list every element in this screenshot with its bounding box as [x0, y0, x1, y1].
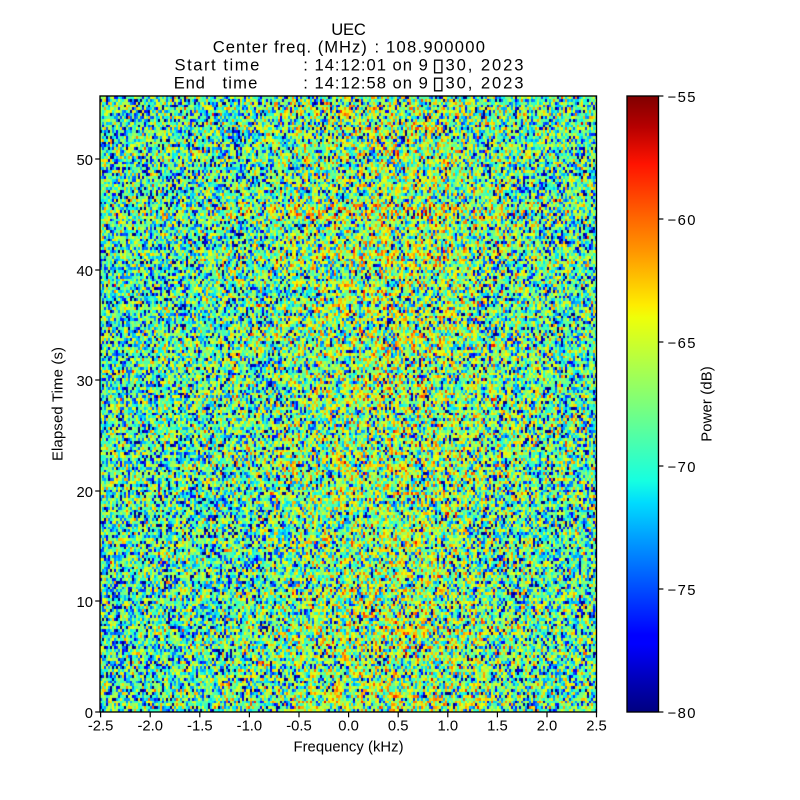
svg-text:2.0: 2.0: [537, 718, 558, 734]
svg-text::: :: [375, 38, 380, 57]
svg-text:UEC: UEC: [331, 20, 366, 39]
svg-text:1.0: 1.0: [438, 718, 459, 734]
svg-text:40: 40: [77, 264, 93, 280]
svg-text:-2.0: -2.0: [137, 718, 163, 734]
svg-text:30, 2023: 30, 2023: [446, 56, 524, 75]
svg-text:108.900000: 108.900000: [386, 38, 485, 57]
svg-text:2.5: 2.5: [586, 718, 607, 734]
svg-text:−60: −60: [668, 213, 696, 229]
svg-text:0: 0: [85, 706, 93, 722]
svg-text:−75: −75: [668, 583, 696, 599]
svg-text:Start time: Start time: [175, 56, 260, 75]
svg-text:−70: −70: [668, 460, 696, 476]
svg-text:: 14:12:01 on 9: : 14:12:01 on 9: [303, 56, 428, 75]
svg-text:-0.5: -0.5: [286, 718, 312, 734]
svg-text:-2.5: -2.5: [88, 718, 114, 734]
svg-text:Center freq. (MHz): Center freq. (MHz): [213, 38, 367, 57]
svg-text:10: 10: [77, 595, 93, 611]
svg-text:20: 20: [77, 485, 93, 501]
svg-text:End: End: [174, 74, 205, 93]
svg-text:30: 30: [77, 374, 93, 390]
svg-text:Frequency (kHz): Frequency (kHz): [294, 740, 404, 756]
svg-text:: 14:12:58 on 9: : 14:12:58 on 9: [303, 74, 428, 93]
svg-text:1.5: 1.5: [487, 718, 508, 734]
svg-text:-1.5: -1.5: [187, 718, 213, 734]
svg-text:50: 50: [77, 153, 93, 169]
svg-text:0.0: 0.0: [338, 718, 359, 734]
svg-text:Power (dB): Power (dB): [700, 366, 716, 442]
svg-text:Elapsed Time (s): Elapsed Time (s): [51, 347, 67, 461]
svg-text:30, 2023: 30, 2023: [446, 74, 524, 93]
svg-text:−65: −65: [668, 336, 696, 352]
svg-text:-1.0: -1.0: [237, 718, 263, 734]
svg-text:0.5: 0.5: [388, 718, 409, 734]
svg-text:−55: −55: [668, 90, 696, 106]
svg-text:time: time: [223, 74, 258, 93]
svg-text:−80: −80: [668, 706, 696, 722]
